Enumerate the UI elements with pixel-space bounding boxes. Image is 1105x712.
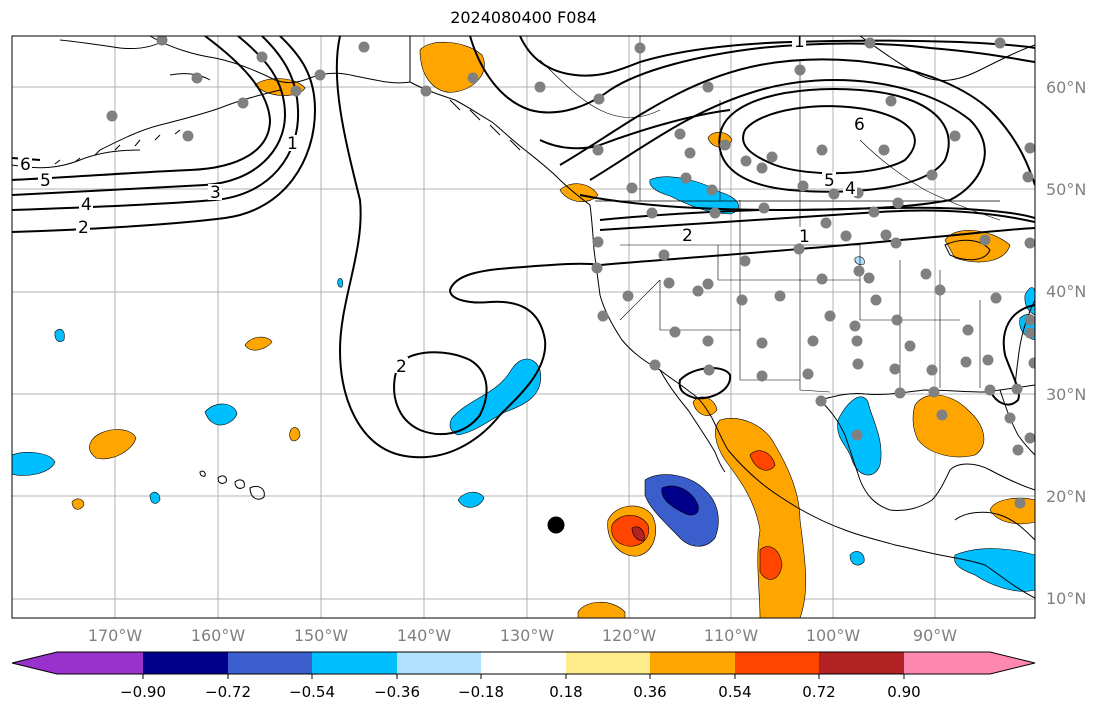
contour-label: 4	[845, 179, 856, 199]
colorbar-tick-label: −0.36	[374, 683, 420, 701]
contour-label: 3	[210, 183, 221, 203]
colorbar-bin	[481, 652, 566, 674]
colorbar-tick-label: −0.54	[289, 683, 335, 701]
colorbar-bin	[735, 652, 819, 674]
contour-label: 1	[799, 227, 810, 247]
lon-tick-label: 170°W	[87, 626, 143, 645]
colorbar-tick-label: 0.18	[549, 683, 583, 701]
colorbar-bin	[143, 652, 228, 674]
lat-tick-label: 60°N	[1046, 78, 1087, 97]
lat-tick-label: 50°N	[1046, 180, 1087, 199]
map-frame	[11, 35, 1036, 619]
colorbar-tick-label: 0.36	[633, 683, 667, 701]
contour-label: 4	[81, 195, 92, 215]
contour-label: 2	[396, 357, 407, 377]
colorbar-bin	[228, 652, 312, 674]
coastlines	[12, 36, 1035, 599]
lat-tick-label: 20°N	[1046, 487, 1087, 506]
lon-tick-label: 160°W	[190, 626, 246, 645]
colorbar-tick-label: −0.72	[205, 683, 251, 701]
colorbar-bin	[904, 652, 990, 674]
lon-tick-label: 140°W	[396, 626, 452, 645]
colorbar-bin	[650, 652, 735, 674]
lat-tick-label: 40°N	[1046, 282, 1087, 301]
contour-label: 2	[682, 226, 693, 246]
contour-label: 6	[20, 155, 31, 175]
graticule	[12, 36, 1035, 618]
contour-label: 1	[794, 32, 805, 52]
colorbar-extend-high	[990, 652, 1035, 674]
lat-tick-label: 30°N	[1046, 385, 1087, 404]
contour-label: 1	[287, 134, 298, 154]
contour-lines	[12, 36, 1035, 459]
lon-tick-label: 90°W	[912, 626, 958, 645]
colorbar-tick-label: −0.90	[120, 683, 166, 701]
marker-point	[547, 516, 565, 534]
contour-label: 6	[854, 115, 865, 135]
lon-tick-label: 150°W	[293, 626, 349, 645]
colorbar-bin	[312, 652, 397, 674]
map-title: 2024080400 F084	[450, 8, 597, 27]
colorbar-bin	[566, 652, 650, 674]
colorbar-tick-label: 0.72	[802, 683, 836, 701]
colorbar-outline	[11, 651, 1036, 675]
lat-tick-label: 10°N	[1046, 589, 1087, 608]
contour-label: 2	[78, 218, 89, 238]
lon-tick-label: 100°W	[805, 626, 861, 645]
colorbar-extend-low	[12, 652, 57, 674]
shaded-field	[12, 41, 1035, 618]
lon-tick-label: 110°W	[703, 626, 759, 645]
colorbar	[11, 651, 1036, 679]
lon-tick-label: 130°W	[499, 626, 555, 645]
colorbar-bin	[819, 652, 904, 674]
station-dots	[106, 36, 1035, 509]
colorbar-tick-label: −0.18	[458, 683, 504, 701]
contour-labels: 1 1 1 2 2 2 3 4 4 5 5 6 6	[18, 32, 866, 377]
colorbar-tick-label: 0.54	[718, 683, 752, 701]
contour-label: 5	[40, 171, 51, 191]
colorbar-bin	[397, 652, 481, 674]
colorbar-tick-label: 0.90	[887, 683, 921, 701]
lon-tick-label: 120°W	[601, 626, 657, 645]
contour-label: 5	[824, 171, 835, 191]
colorbar-bin	[57, 652, 143, 674]
